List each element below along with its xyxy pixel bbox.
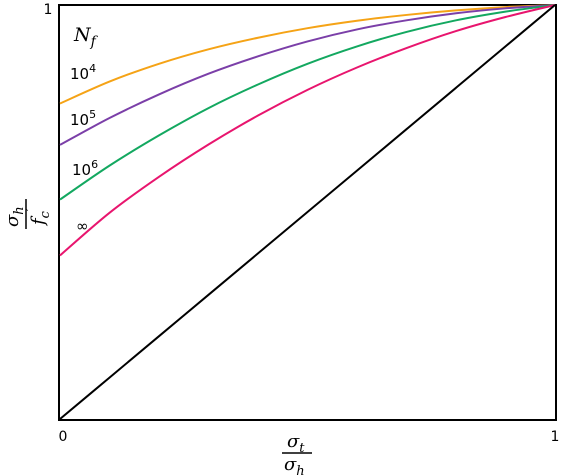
y-label-numerator: σh bbox=[2, 206, 27, 227]
x-label-numerator: σt bbox=[287, 431, 305, 456]
series-label-1e4: 104 bbox=[70, 62, 96, 83]
series-line-1e5 bbox=[59, 4, 556, 146]
x-label-denominator: σh bbox=[284, 454, 305, 475]
legend-title: Nf bbox=[73, 24, 99, 50]
series-label-infinity: ∞ bbox=[76, 217, 89, 235]
plot-frame bbox=[58, 4, 557, 421]
series-line-1e6 bbox=[59, 4, 556, 201]
series-line-infinity bbox=[59, 4, 556, 257]
series-label-1e6: 106 bbox=[72, 158, 98, 179]
series-group bbox=[59, 4, 556, 420]
y-label-denominator: fc′ bbox=[24, 208, 53, 227]
x-tick-label-1: 1 bbox=[551, 429, 560, 445]
x-axis-label: σt σh bbox=[282, 431, 312, 475]
series-line-1e4 bbox=[59, 4, 556, 105]
y-axis-label: σh fc′ bbox=[2, 199, 53, 229]
x-tick-label-0: 0 bbox=[59, 429, 68, 445]
series-label-1e5: 105 bbox=[70, 108, 96, 129]
series-line-reference-diagonal bbox=[59, 4, 556, 420]
y-tick-label-1: 1 bbox=[44, 2, 53, 18]
